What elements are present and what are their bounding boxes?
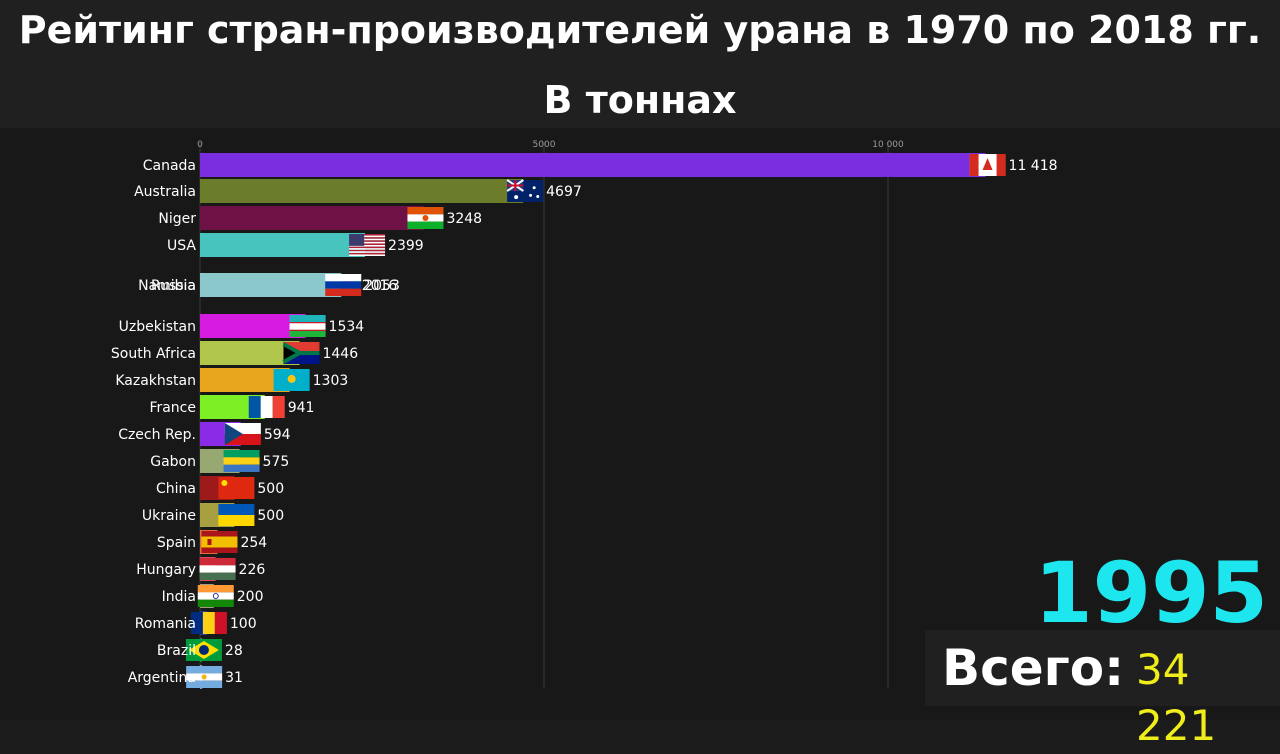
category-label: China	[156, 481, 196, 497]
plot-area: 0 5000 10 000 Canada 11 418 Australia 4697 Nige…	[0, 128, 1280, 720]
value-label: 4697	[546, 184, 582, 200]
category-label: South Africa	[111, 346, 196, 362]
bar	[200, 153, 986, 177]
bar	[200, 341, 300, 365]
value-label: 500	[257, 481, 284, 497]
romania-flag-icon	[190, 612, 227, 634]
china-flag-icon	[218, 477, 255, 499]
value-label: 31	[225, 670, 243, 686]
category-label: USA	[167, 238, 196, 254]
value-label: 2053	[364, 278, 400, 294]
bar-chart: 0 5000 10 000 Canada 11 418 Australia 4697 Nige…	[111, 140, 1058, 689]
category-label: Spain	[157, 535, 196, 551]
category-label: Argentina	[128, 670, 196, 686]
bar	[200, 206, 424, 230]
category-label: Uzbekistan	[119, 319, 196, 335]
value-label: 28	[225, 643, 243, 659]
value-label: 1446	[322, 346, 358, 362]
value-label: 1534	[329, 319, 365, 335]
category-label: Kazakhstan	[115, 373, 196, 389]
total-panel	[925, 630, 1280, 706]
value-label: 3248	[446, 211, 482, 227]
bar	[200, 314, 306, 338]
value-label: 500	[257, 508, 284, 524]
usa-flag-icon	[349, 234, 386, 256]
category-label: Russia	[151, 278, 196, 294]
bar	[200, 179, 524, 203]
category-label: Namibia	[138, 278, 196, 294]
uzbekistan-flag-icon	[289, 315, 326, 337]
x-tick-label: 0	[197, 140, 203, 150]
india-flag-icon	[197, 585, 234, 607]
category-label: India	[162, 589, 196, 605]
value-label: 594	[264, 427, 291, 443]
russia-flag-icon	[325, 274, 362, 296]
category-label: Ukraine	[142, 508, 196, 524]
value-label: 200	[237, 589, 264, 605]
value-label: 226	[239, 562, 266, 578]
value-label: 1303	[313, 373, 349, 389]
category-label: Romania	[135, 616, 196, 632]
spain-flag-icon	[201, 531, 238, 553]
france-flag-icon	[248, 396, 285, 418]
category-label: Brazil	[157, 643, 196, 659]
bar	[200, 233, 366, 257]
category-label: Niger	[158, 211, 196, 227]
hungary-flag-icon	[199, 558, 236, 580]
chart-header: Рейтинг стран-производителей урана в 197…	[0, 0, 1280, 128]
chart-title: Рейтинг стран-производителей урана в 197…	[18, 8, 1262, 52]
chart-subtitle: В тоннах	[543, 78, 737, 122]
ukraine-flag-icon	[218, 504, 255, 526]
niger-flag-icon	[407, 207, 444, 229]
value-label: 2016	[362, 278, 398, 294]
argentina-flag-icon	[186, 666, 223, 688]
value-label: 100	[230, 616, 257, 632]
category-label: Hungary	[136, 562, 196, 578]
category-label: Canada	[143, 158, 196, 174]
bar	[200, 273, 342, 297]
total-label: Всего:	[942, 639, 1125, 697]
value-label: 11 418	[1009, 158, 1058, 174]
canada-flag-icon	[969, 154, 1006, 176]
kazakhstan-flag-icon	[273, 369, 310, 391]
south-africa-flag-icon	[282, 342, 320, 364]
category-label: Czech Rep.	[118, 427, 196, 443]
value-label: 575	[263, 454, 290, 470]
value-label: 2399	[388, 238, 424, 254]
gabon-flag-icon	[223, 450, 260, 472]
total-value: 34 221	[1136, 645, 1217, 750]
value-label: 941	[288, 400, 315, 416]
czech-flag-icon	[224, 423, 261, 445]
x-tick-label: 10 000	[872, 140, 904, 150]
category-label: Gabon	[150, 454, 196, 470]
value-label: 254	[240, 535, 267, 551]
category-label: Australia	[134, 184, 196, 200]
australia-flag-icon	[506, 179, 544, 202]
x-tick-label: 5000	[533, 140, 556, 150]
category-label: France	[149, 400, 196, 416]
year-label: 1995	[1034, 544, 1268, 642]
brazil-flag-icon	[185, 639, 222, 661]
